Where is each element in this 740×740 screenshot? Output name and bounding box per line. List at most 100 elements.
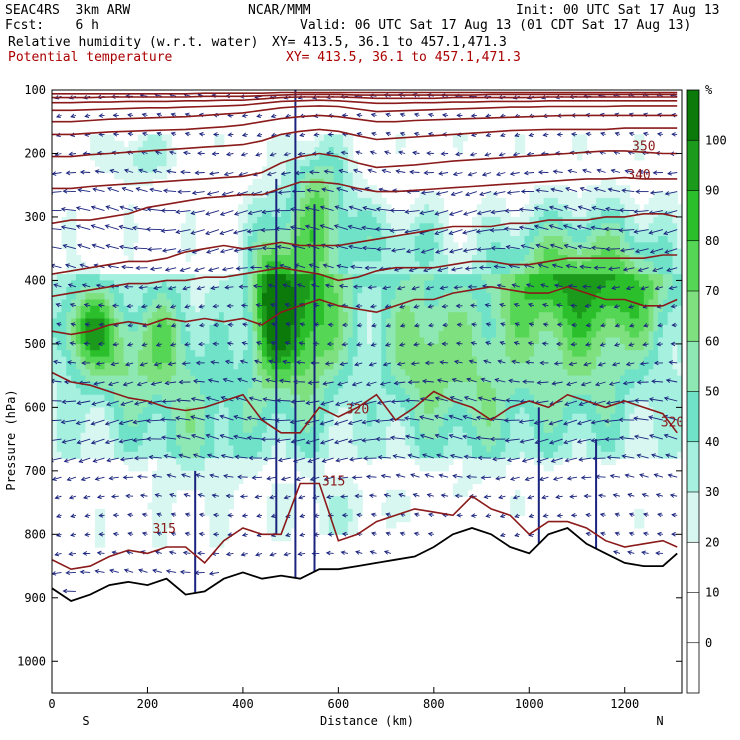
rh-cell bbox=[481, 401, 487, 408]
rh-cell bbox=[376, 293, 382, 300]
rh-cell bbox=[400, 286, 406, 294]
rh-cell bbox=[414, 305, 421, 313]
rh-cell bbox=[333, 140, 339, 148]
rh-cell bbox=[429, 350, 435, 358]
rh-cell bbox=[467, 477, 473, 485]
rh-cell bbox=[285, 534, 292, 542]
rh-cell bbox=[410, 356, 416, 364]
rh-cell bbox=[581, 267, 588, 275]
rh-cell bbox=[185, 216, 191, 224]
rh-cell bbox=[486, 318, 492, 326]
rh-cell bbox=[362, 236, 368, 243]
rh-cell bbox=[266, 362, 273, 370]
rh-cell bbox=[500, 274, 506, 281]
rh-cell bbox=[99, 388, 106, 396]
rh-cell bbox=[371, 293, 378, 300]
rh-cell bbox=[424, 255, 430, 262]
rh-cell bbox=[472, 255, 478, 262]
rh-cell bbox=[219, 343, 225, 351]
rh-cell bbox=[242, 426, 249, 434]
rh-cell bbox=[362, 261, 368, 269]
rh-cell bbox=[443, 216, 449, 224]
rh-cell bbox=[204, 343, 211, 351]
rh-cell bbox=[319, 134, 325, 142]
rh-cell bbox=[448, 331, 454, 339]
rh-cell bbox=[519, 343, 526, 351]
rh-cell bbox=[419, 337, 425, 345]
rh-cell bbox=[486, 356, 492, 364]
rh-cell bbox=[529, 191, 535, 199]
rh-cell bbox=[352, 388, 359, 396]
rh-cell bbox=[128, 445, 134, 453]
rh-cell bbox=[185, 210, 191, 218]
rh-cell bbox=[166, 293, 172, 300]
rh-cell bbox=[271, 413, 277, 421]
rh-cell bbox=[238, 337, 244, 345]
rh-cell bbox=[534, 426, 540, 434]
rh-cell bbox=[419, 204, 425, 212]
rh-cell bbox=[524, 407, 530, 415]
rh-cell bbox=[395, 420, 401, 427]
rh-cell bbox=[271, 318, 277, 326]
rh-cell bbox=[491, 280, 497, 288]
rh-cell bbox=[319, 350, 325, 358]
rh-cell bbox=[572, 388, 578, 396]
rh-cell bbox=[266, 356, 273, 364]
rh-cell bbox=[577, 343, 583, 351]
rh-cell bbox=[400, 350, 406, 358]
rh-cell bbox=[524, 216, 530, 224]
rh-cell bbox=[448, 305, 454, 313]
rh-cell bbox=[400, 324, 406, 332]
rh-cell bbox=[333, 375, 339, 383]
rh-cell bbox=[548, 356, 554, 364]
rh-cell bbox=[214, 140, 220, 148]
rh-cell bbox=[257, 362, 263, 370]
rh-cell bbox=[314, 223, 320, 231]
rh-cell bbox=[85, 369, 91, 377]
rh-cell bbox=[295, 229, 301, 237]
rh-cell bbox=[462, 293, 468, 300]
rh-cell bbox=[114, 382, 120, 389]
rh-cell bbox=[157, 445, 163, 453]
rh-cell bbox=[562, 274, 569, 281]
rh-cell bbox=[414, 343, 421, 351]
rh-cell bbox=[586, 280, 592, 288]
rh-cell bbox=[338, 439, 344, 446]
rh-cell bbox=[209, 445, 215, 453]
rh-cell bbox=[553, 426, 559, 434]
rh-cell bbox=[491, 242, 497, 250]
rh-cell bbox=[137, 147, 144, 154]
rh-cell bbox=[333, 407, 339, 415]
rh-cell bbox=[500, 255, 506, 262]
rh-cell bbox=[448, 343, 454, 351]
rh-cell bbox=[171, 369, 177, 377]
rh-cell bbox=[319, 337, 325, 345]
rh-cell bbox=[71, 445, 77, 453]
rh-cell bbox=[176, 477, 182, 485]
rh-cell bbox=[52, 324, 58, 332]
rh-cell bbox=[305, 140, 311, 148]
rh-cell bbox=[538, 223, 545, 231]
rh-cell bbox=[333, 216, 339, 224]
rh-cell bbox=[266, 331, 273, 339]
rh-cell bbox=[200, 280, 206, 288]
rh-cell bbox=[324, 274, 330, 281]
rh-cell bbox=[95, 540, 101, 548]
rh-cell bbox=[562, 312, 569, 320]
rh-cell bbox=[166, 318, 172, 326]
rh-cell bbox=[190, 439, 196, 446]
rh-cell bbox=[543, 286, 549, 294]
rh-cell bbox=[290, 388, 296, 396]
rh-cell bbox=[247, 255, 254, 262]
rh-cell bbox=[543, 267, 549, 275]
rh-cell bbox=[457, 451, 464, 459]
rh-cell bbox=[510, 229, 516, 237]
rh-cell bbox=[567, 242, 573, 250]
rh-cell bbox=[290, 191, 296, 199]
rh-cell bbox=[128, 451, 134, 459]
rh-cell bbox=[357, 248, 363, 256]
rh-cell bbox=[572, 350, 578, 358]
rh-cell bbox=[328, 432, 335, 440]
rh-cell bbox=[333, 274, 339, 281]
rh-cell bbox=[109, 369, 115, 377]
